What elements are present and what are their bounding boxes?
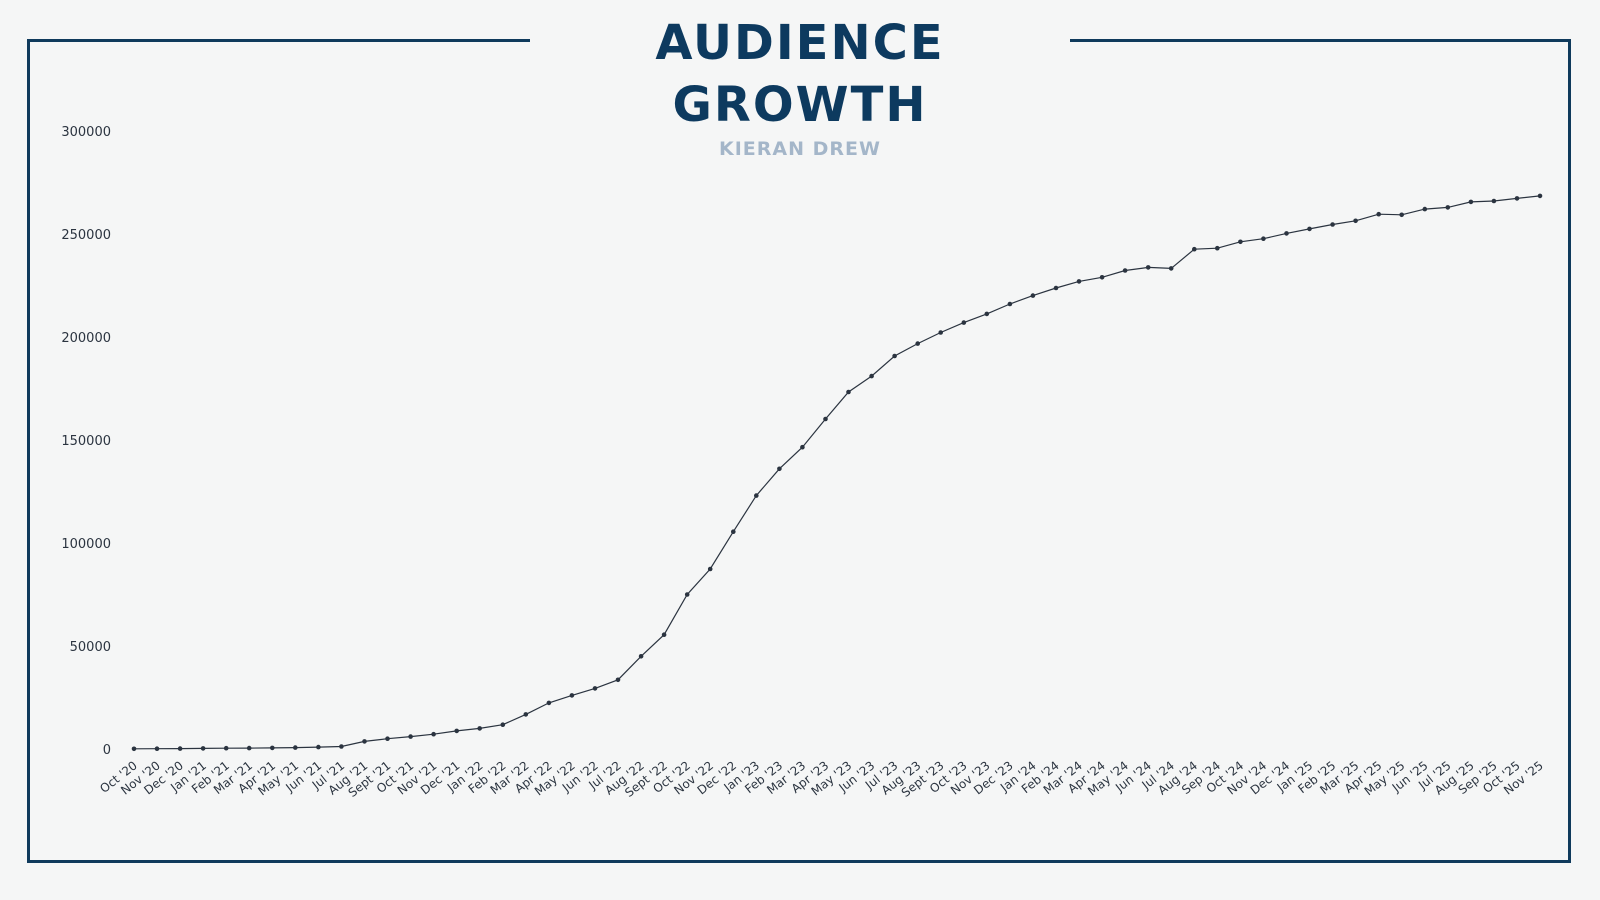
page-title: AUDIENCE GROWTH <box>655 15 945 133</box>
page-subtitle: KIERAN DREW <box>719 138 881 160</box>
data-point <box>892 353 897 359</box>
data-point <box>408 734 413 739</box>
data-point <box>431 731 436 737</box>
data-point <box>1445 205 1451 210</box>
data-point <box>546 700 552 706</box>
data-point <box>246 745 252 751</box>
y-tick-label: 50000 <box>70 640 111 655</box>
data-point <box>1261 236 1266 241</box>
data-point <box>1468 199 1474 205</box>
data-point <box>823 416 828 422</box>
data-point <box>869 373 874 379</box>
data-point <box>1238 239 1243 245</box>
y-tick-label: 250000 <box>61 228 111 243</box>
data-point <box>1284 231 1289 236</box>
data-point <box>961 320 967 325</box>
data-point <box>362 739 367 744</box>
data-point <box>1491 198 1497 204</box>
data-point <box>1168 266 1174 271</box>
data-point <box>731 529 736 534</box>
y-tick-label: 200000 <box>61 331 111 346</box>
data-point <box>1514 196 1520 201</box>
data-point <box>984 311 990 317</box>
data-point <box>1145 265 1151 270</box>
data-point <box>1215 245 1220 251</box>
header: AUDIENCE GROWTH KIERAN DREW <box>530 12 1070 160</box>
data-point <box>915 341 920 346</box>
data-point <box>1330 222 1335 227</box>
data-point <box>638 654 644 659</box>
data-point <box>707 566 713 572</box>
data-point <box>1537 193 1543 199</box>
data-point <box>154 746 160 751</box>
data-point <box>385 736 390 741</box>
data-point <box>938 330 943 335</box>
data-point <box>270 745 275 751</box>
y-tick-label: 300000 <box>61 125 111 140</box>
series-line <box>133 195 1541 750</box>
data-point <box>684 592 690 597</box>
data-point <box>754 493 759 498</box>
data-point <box>131 746 137 752</box>
data-point <box>569 693 575 698</box>
y-tick-label: 150000 <box>61 434 111 449</box>
data-point <box>454 728 460 734</box>
data-point <box>777 466 782 472</box>
data-point <box>177 746 183 751</box>
data-point <box>1399 212 1404 218</box>
data-point <box>661 632 667 637</box>
data-point <box>800 444 805 450</box>
data-point <box>615 677 621 683</box>
data-point <box>1122 268 1128 273</box>
data-point <box>293 745 298 750</box>
data-point <box>592 686 598 691</box>
data-point <box>1007 301 1013 307</box>
data-point <box>1030 293 1036 298</box>
data-point <box>200 746 206 751</box>
data-point <box>1099 275 1105 280</box>
data-point <box>1376 211 1381 217</box>
data-point <box>523 712 529 717</box>
data-point <box>339 744 344 749</box>
data-point <box>1192 246 1197 252</box>
data-point <box>477 726 483 731</box>
data-point <box>1353 218 1358 224</box>
data-point <box>1076 279 1082 284</box>
data-point <box>1422 206 1428 212</box>
data-point <box>500 722 506 727</box>
data-point <box>1307 226 1312 232</box>
y-tick-label: 100000 <box>61 537 111 552</box>
y-tick-label: 0 <box>103 743 111 758</box>
data-point <box>316 744 321 750</box>
data-point <box>1053 285 1059 291</box>
data-point <box>223 745 229 751</box>
data-point <box>846 389 851 395</box>
